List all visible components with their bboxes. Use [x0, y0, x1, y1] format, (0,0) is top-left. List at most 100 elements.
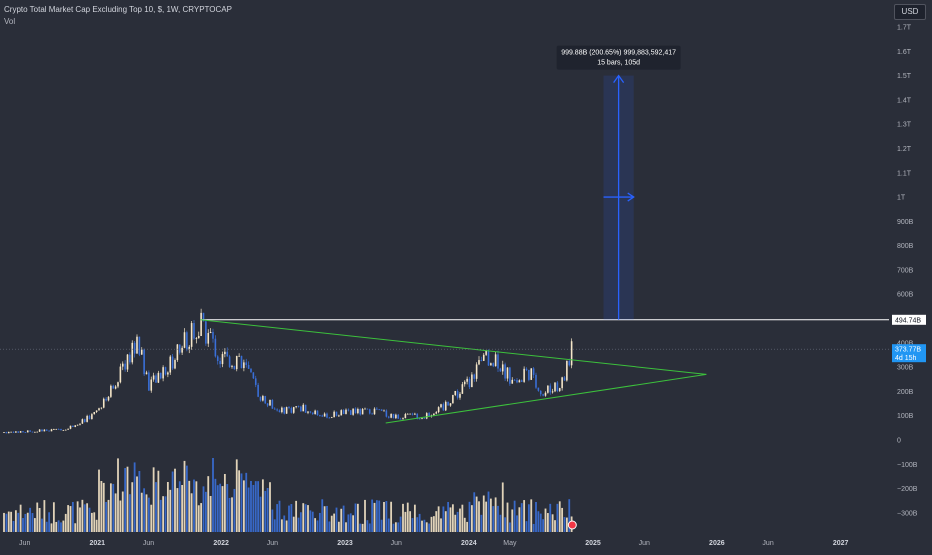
volume-bar [183, 460, 186, 532]
candle-body [333, 411, 335, 418]
candle-body [174, 360, 176, 369]
candle-body [497, 354, 499, 369]
triangle-lower-trendline[interactable] [385, 373, 707, 424]
volume-bar [169, 489, 172, 532]
volume-bar [340, 508, 343, 532]
candle-body [323, 413, 326, 417]
volume-bar [228, 497, 231, 532]
price-axis-label: −100B [897, 462, 918, 469]
candle-body [530, 368, 533, 380]
currency-button[interactable]: USD [894, 4, 926, 20]
volume-bar [162, 496, 165, 532]
volume-bar [140, 492, 143, 532]
candle-body [349, 410, 352, 415]
price-axis-label: 1.7T [897, 25, 912, 32]
candle-body [64, 429, 67, 431]
volume-bar [549, 503, 552, 532]
candle-body [409, 413, 411, 415]
symbol-title[interactable]: Crypto Total Market Cap Excluding Top 10… [4, 5, 232, 14]
volume-bar [247, 487, 250, 532]
candle-body [558, 388, 561, 391]
candle-body [482, 354, 485, 361]
candle-body [129, 354, 131, 363]
volume-bar [45, 521, 48, 532]
candle-body [442, 404, 445, 411]
volume-bar [371, 499, 374, 532]
candle-body [487, 350, 490, 366]
volume-bar [41, 518, 43, 532]
volume-bar [242, 480, 245, 532]
time-axis-label: May [503, 540, 517, 547]
volume-bar [385, 501, 388, 532]
candle-body [171, 356, 174, 369]
candle-body [395, 414, 397, 419]
event-flag-icon[interactable] [567, 520, 577, 530]
candle-body [221, 354, 224, 365]
volume-bar [226, 484, 229, 532]
candle-body [12, 431, 15, 433]
candle-body [361, 409, 364, 415]
volume-bar [461, 504, 464, 532]
candle-body [247, 365, 250, 369]
volume-bar [121, 491, 124, 532]
candle-body [321, 415, 324, 417]
candle-body [41, 429, 43, 432]
volume-bar [233, 488, 236, 532]
candle-body [124, 363, 126, 370]
price-axis[interactable]: 1.7T 1.6T 1.5T 1.4T 1.3T 1.2T 1.1T 1T 900B 800B 70… [892, 25, 926, 518]
candle-body [338, 415, 340, 417]
candle-body [214, 338, 217, 357]
time-axis[interactable]: Jun 2021 Jun 2022 Jun 2023 Jun 2024 May 2025 Jun 20… [19, 540, 849, 547]
candle-body [57, 428, 60, 430]
volume-bar [3, 512, 5, 532]
candle-body [532, 368, 535, 375]
candle-body [340, 410, 343, 416]
candle-body [157, 372, 160, 383]
volume-bar [337, 521, 340, 532]
candle-body [411, 413, 414, 415]
volume-bar [383, 501, 385, 532]
volume-bar [212, 457, 214, 532]
volume-bar [147, 497, 150, 532]
volume-bar [356, 503, 359, 532]
price-axis-label: 1T [897, 195, 906, 202]
chart-drawings[interactable]: 999.88B (200.65%) 999,883,592,417 15 bars… [0, 45, 889, 530]
candle-body [202, 312, 205, 322]
triangle-upper-trendline[interactable] [200, 319, 707, 375]
candle-body [45, 429, 48, 431]
candle-body [34, 431, 36, 433]
measure-tooltip-bg [556, 45, 681, 70]
time-axis-label: Jun [391, 540, 402, 547]
volume-bar [435, 511, 438, 532]
candle-body [449, 403, 452, 406]
candle-body [428, 413, 430, 417]
volume-bar [432, 516, 435, 532]
volume-bar [375, 500, 378, 532]
candle-body [285, 407, 288, 414]
volume-bar [195, 481, 198, 532]
volume-indicator-label[interactable]: Vol [4, 17, 16, 26]
volume-bar [83, 504, 86, 532]
candle-body [570, 341, 573, 366]
volume-bar [297, 517, 300, 532]
volume-bar [544, 508, 547, 532]
volume-bar [409, 511, 412, 532]
volume-bar [482, 495, 485, 532]
candle-body [62, 430, 65, 431]
volume-bar [259, 496, 262, 532]
candle-body [257, 384, 259, 397]
candle-body [292, 407, 295, 413]
volume-bar [285, 520, 288, 532]
volume-bar [542, 519, 545, 532]
candle-body [461, 384, 464, 394]
volume-bar [373, 502, 376, 532]
candle-body [494, 354, 497, 367]
volume-bar [143, 488, 146, 532]
volume-bar [539, 513, 542, 532]
volume-bar [7, 511, 10, 532]
volume-bar [428, 523, 431, 532]
volume-bar [95, 519, 98, 532]
volume-bar [399, 516, 402, 532]
